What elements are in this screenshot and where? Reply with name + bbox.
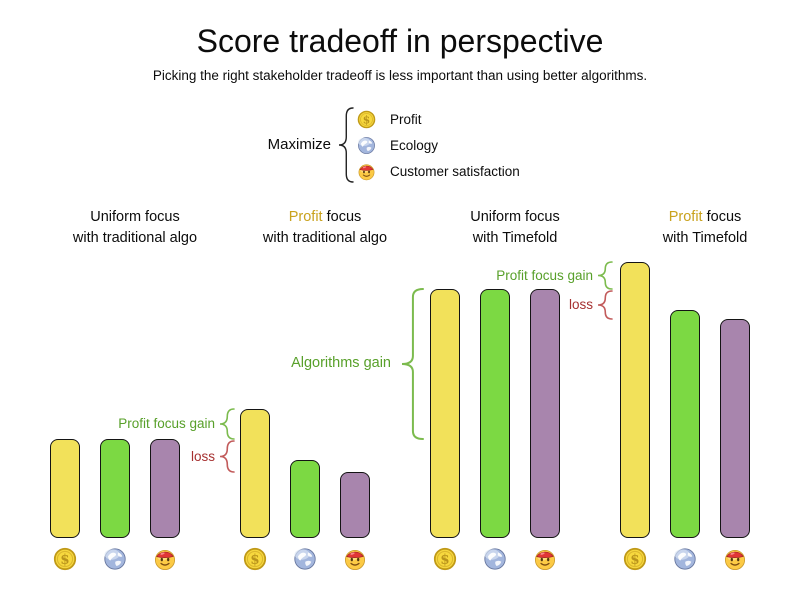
legend-maximize-label: Maximize [267, 136, 331, 153]
globe-icon [293, 547, 317, 571]
legend-item-customer-satisfaction: Customer satisfaction [357, 158, 520, 184]
label-word-highlight: Profit [668, 209, 703, 225]
bar-uniform-traditional-customer-satisfaction [150, 439, 180, 538]
bar-profit-timefold-profit [620, 262, 650, 538]
group-label-line2: with traditional algo [72, 230, 198, 246]
coin-icon [357, 110, 376, 129]
group-label-profit-traditional: Profit focus with traditional algo [225, 207, 425, 249]
bar-profit-traditional-ecology [290, 460, 320, 538]
brace [338, 107, 354, 183]
brace [597, 261, 613, 290]
legend-item-label: Customer satisfaction [390, 163, 520, 179]
bar-uniform-traditional-ecology [100, 439, 130, 538]
globe-icon [483, 547, 507, 571]
bar-uniform-timefold-customer-satisfaction [530, 289, 560, 538]
globe-icon [673, 547, 697, 571]
legend-item-ecology: Ecology [357, 132, 520, 158]
legend-item-label: Profit [390, 111, 422, 127]
legend-item-label: Ecology [390, 137, 439, 153]
globe-icon [357, 136, 376, 155]
annotation-loss-profit-traditional: loss [190, 448, 215, 464]
label-word: Uniform focus [90, 209, 180, 225]
group-label-uniform-traditional: Uniform focus with traditional algo [35, 207, 235, 249]
group-label-line2: with traditional algo [262, 230, 388, 246]
annotation-gain-uniform-timefold: Algorithms gain [291, 355, 391, 371]
chart-subtitle: Picking the right stakeholder tradeoff i… [152, 68, 648, 83]
annotation-gain-profit-timefold: Profit focus gain [496, 267, 593, 283]
group-label-line2: with Timefold [662, 230, 748, 246]
smiley-icon [153, 547, 177, 571]
bar-profit-traditional-customer-satisfaction [340, 472, 370, 538]
group-label-line1: Profit focus [605, 207, 800, 228]
label-word: focus [702, 209, 742, 225]
smiley-icon [343, 547, 367, 571]
legend-item-profit: Profit [357, 106, 520, 132]
group-label-line2: with Timefold [472, 230, 558, 246]
chart-title: Score tradeoff in perspective [196, 23, 604, 59]
bar-uniform-traditional-profit [50, 439, 80, 538]
legend: Profit Ecology Customer satisfaction [357, 106, 520, 184]
label-word: focus [322, 209, 362, 225]
brace [219, 440, 235, 473]
group-label-line1: Uniform focus [35, 207, 235, 228]
bar-profit-timefold-ecology [670, 310, 700, 538]
group-label-line1: Profit focus [225, 207, 425, 228]
brace [219, 408, 235, 440]
brace [401, 288, 424, 440]
label-word: Uniform focus [470, 209, 560, 225]
bar-profit-timefold-customer-satisfaction [720, 319, 750, 538]
annotation-loss-profit-timefold: loss [568, 297, 593, 312]
smiley-icon [533, 547, 557, 571]
label-word-highlight: Profit [288, 209, 323, 225]
smiley-icon [357, 162, 376, 181]
bar-uniform-timefold-profit [430, 289, 460, 538]
group-label-uniform-timefold: Uniform focus with Timefold [415, 207, 615, 249]
coin-icon [243, 547, 267, 571]
group-label-line1: Uniform focus [415, 207, 615, 228]
globe-icon [103, 547, 127, 571]
annotation-gain-profit-traditional: Profit focus gain [118, 416, 215, 431]
brace [597, 290, 613, 320]
bar-uniform-timefold-ecology [480, 289, 510, 538]
group-label-profit-timefold: Profit focus with Timefold [605, 207, 800, 249]
bar-profit-traditional-profit [240, 409, 270, 538]
smiley-icon [723, 547, 747, 571]
coin-icon [53, 547, 77, 571]
coin-icon [623, 547, 647, 571]
coin-icon [433, 547, 457, 571]
